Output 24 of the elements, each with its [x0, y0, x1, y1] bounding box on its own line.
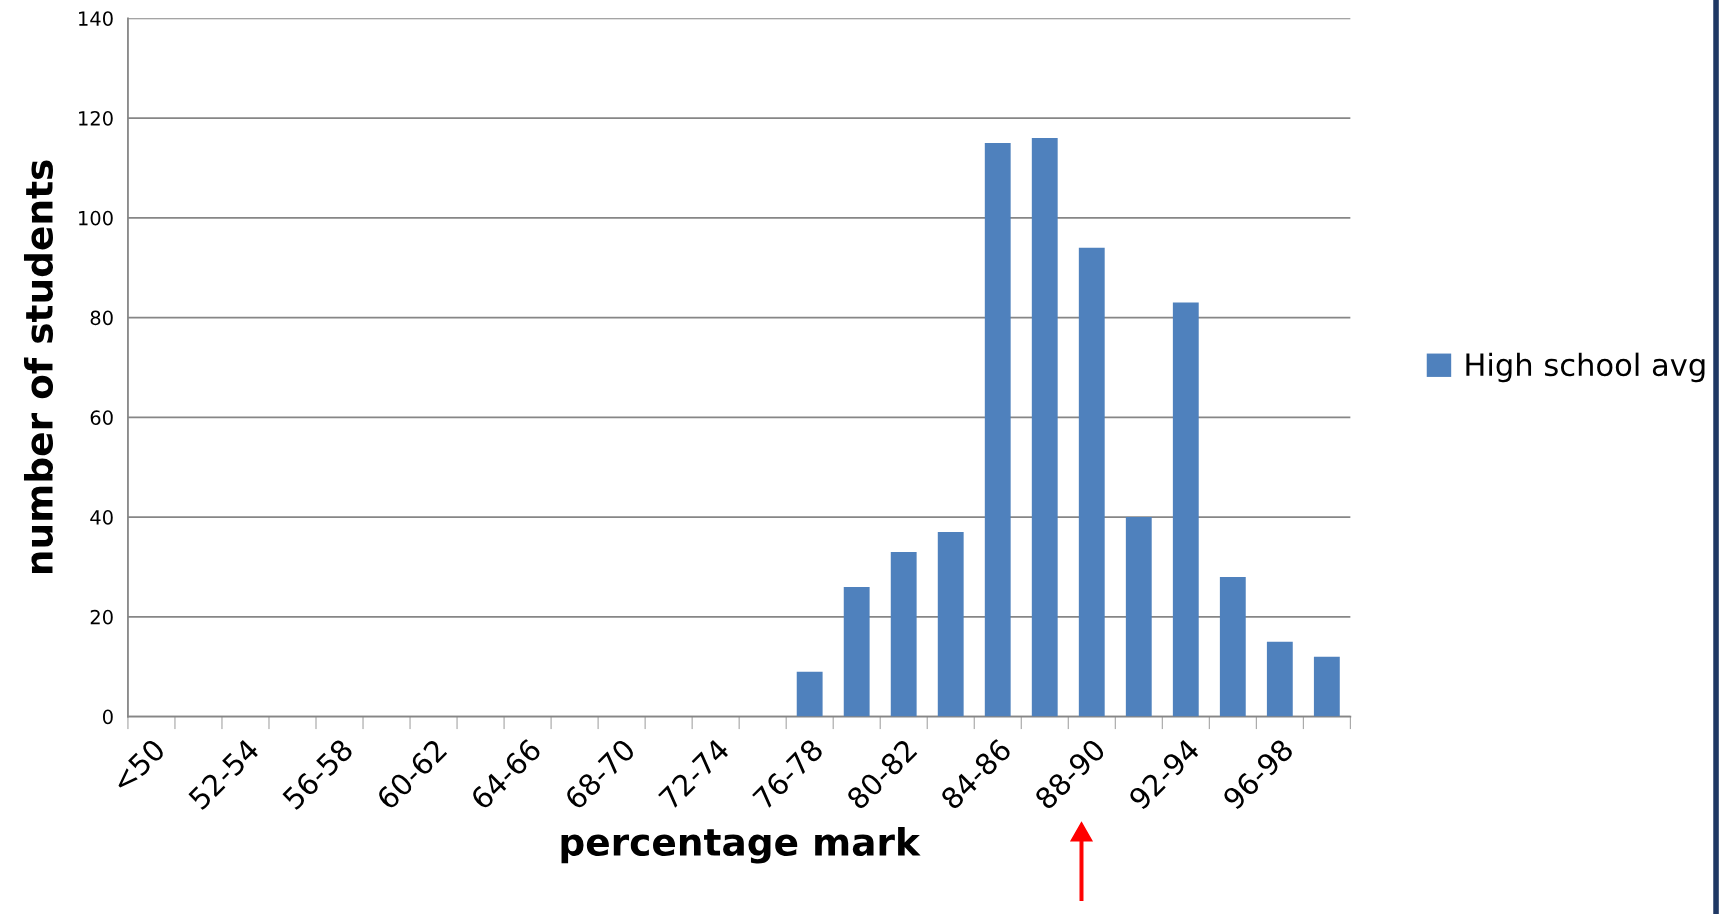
bar	[1125, 517, 1152, 717]
bar	[1313, 656, 1340, 717]
bar	[1172, 302, 1199, 717]
bar	[1266, 641, 1293, 717]
y-tick-label: 40	[90, 510, 113, 525]
x-tick-label: <50	[110, 737, 167, 794]
bar	[984, 142, 1011, 717]
bar	[890, 551, 917, 717]
bar	[843, 586, 870, 717]
bar	[1219, 576, 1246, 717]
y-axis-title: number of students	[23, 160, 54, 574]
bar	[1031, 137, 1058, 717]
bar	[1078, 247, 1105, 717]
y-tick-label: 140	[79, 11, 113, 26]
y-tick-label: 100	[79, 210, 113, 226]
y-tick-label: 0	[102, 709, 113, 725]
legend-label: High school avg	[1466, 352, 1705, 383]
x-axis-title: percentage mark	[561, 827, 921, 864]
y-tick-label: 120	[79, 110, 113, 126]
y-tick-label: 20	[90, 609, 113, 625]
y-tick-label: 80	[90, 310, 113, 326]
bar	[937, 532, 964, 717]
bar	[796, 671, 823, 717]
y-tick-label: 60	[90, 410, 113, 425]
